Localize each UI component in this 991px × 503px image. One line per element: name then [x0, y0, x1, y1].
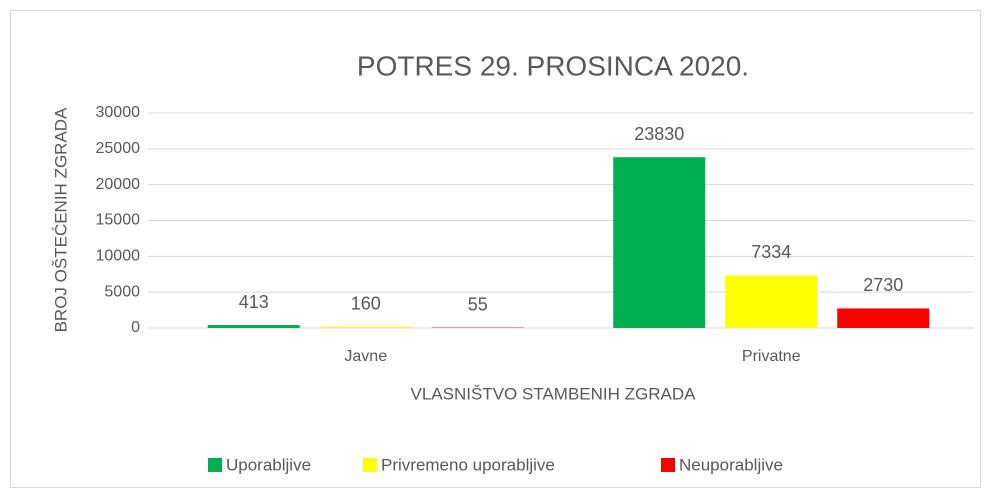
- legend-label: Uporabljive: [226, 455, 311, 474]
- chart-border: [11, 11, 981, 488]
- y-tick-label: 0: [131, 319, 140, 336]
- data-label: 2730: [863, 275, 903, 295]
- y-tick-label: 20000: [96, 176, 141, 193]
- legend-swatch: [661, 458, 675, 472]
- y-tick-label: 25000: [96, 140, 141, 157]
- bar: [613, 157, 705, 328]
- x-axis-label: VLASNIŠTVO STAMBENIH ZGRADA: [411, 384, 697, 403]
- x-tick-label: Privatne: [742, 348, 801, 365]
- bar: [320, 327, 412, 328]
- legend-label: Neuporabljive: [679, 455, 783, 474]
- data-label: 413: [239, 292, 269, 312]
- y-tick-label: 30000: [96, 104, 141, 121]
- data-label: 7334: [751, 242, 791, 262]
- x-tick-label: Javne: [344, 348, 387, 365]
- data-label: 23830: [634, 124, 684, 144]
- y-tick-label: 10000: [96, 248, 141, 265]
- data-label: 160: [351, 294, 381, 314]
- chart-title: POTRES 29. PROSINCA 2020.: [357, 50, 749, 81]
- y-axis-label: BROJ OŠTEĆENIH ZGRADA: [51, 107, 70, 332]
- bar: [208, 325, 300, 328]
- legend-swatch: [208, 458, 222, 472]
- legend-label: Privremeno uporabljive: [381, 455, 555, 474]
- bar: [725, 275, 817, 328]
- y-tick-label: 15000: [96, 212, 141, 229]
- y-tick-label: 5000: [104, 283, 140, 300]
- data-label: 55: [468, 294, 488, 314]
- bar: [837, 308, 929, 328]
- legend-swatch: [363, 458, 377, 472]
